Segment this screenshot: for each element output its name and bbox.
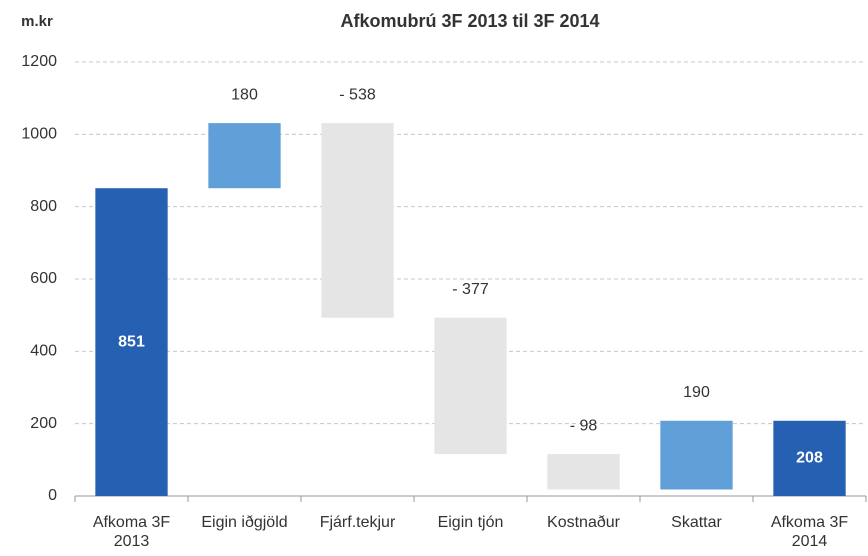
y-tick-label: 800 (30, 198, 57, 215)
data-label: - 377 (452, 281, 489, 298)
bar (660, 420, 733, 490)
data-label: 180 (231, 86, 258, 103)
x-tick-label: Eigin tjón (437, 514, 504, 531)
y-tick-label: 1200 (21, 53, 57, 70)
x-tick-label: Afkoma 3F 2014 (770, 514, 849, 550)
y-tick-label: 200 (30, 415, 57, 432)
chart-title: Afkomubrú 3F 2013 til 3F 2014 (340, 11, 599, 31)
y-tick-label: 600 (30, 270, 57, 287)
data-label: 208 (796, 450, 823, 467)
data-label: - 538 (339, 86, 376, 103)
x-tick-label: Eigin iðgjöld (201, 514, 288, 531)
bar (773, 420, 846, 496)
data-label: - 98 (570, 417, 598, 434)
y-tick-label: 0 (48, 487, 57, 504)
bar (321, 123, 394, 318)
x-tick-label: Afkoma 3F 2013 (92, 514, 171, 550)
y-axis-title: m.kr (21, 13, 53, 30)
data-label: 851 (118, 333, 145, 350)
bar (434, 317, 507, 455)
data-label: 190 (683, 384, 710, 401)
x-tick-label: Fjárf.tekjur (319, 514, 396, 531)
y-tick-label: 1000 (21, 126, 57, 143)
x-tick-label: Kostnaður (547, 514, 620, 531)
bar (208, 123, 281, 189)
y-tick-label: 400 (30, 343, 57, 360)
x-tick-label: Skattar (671, 514, 722, 531)
bar (95, 188, 168, 496)
bar (547, 454, 620, 490)
